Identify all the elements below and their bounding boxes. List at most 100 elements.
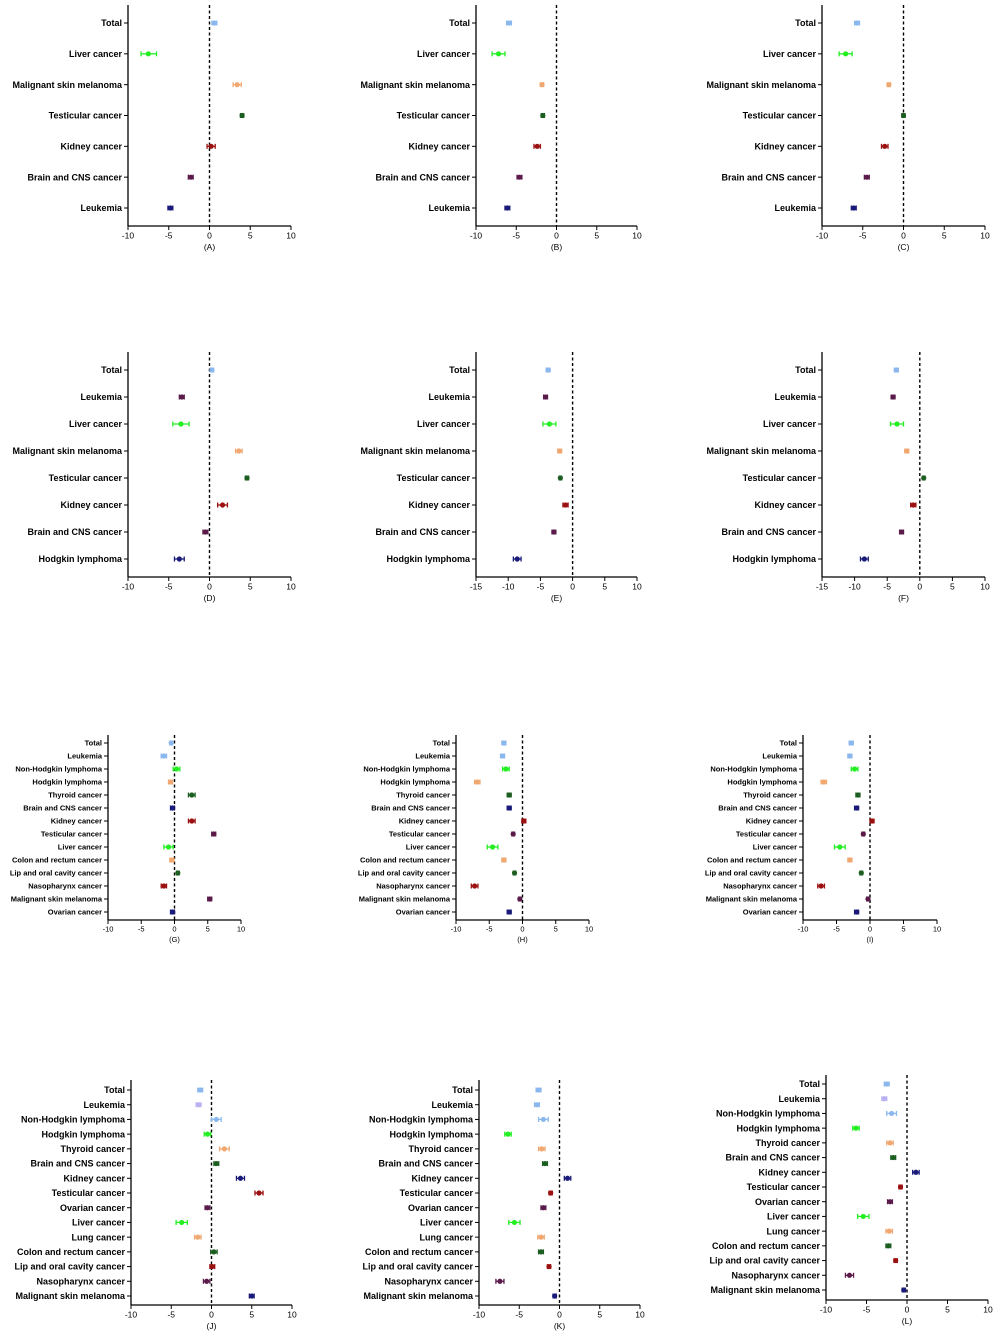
data-point (882, 143, 888, 149)
x-tick-label: 5 (554, 925, 558, 934)
x-tick-label: -10 (103, 925, 114, 934)
x-tick-label: 5 (945, 1305, 950, 1315)
data-point (506, 805, 512, 811)
x-tick-label: -5 (138, 925, 145, 934)
panel-label: (L) (902, 1316, 913, 1326)
category-label: Lip and oral cavity cancer (709, 1256, 820, 1266)
x-tick-label: -10 (125, 1310, 138, 1320)
category-label: Ovarian cancer (408, 1203, 474, 1213)
category-label: Colon and rectum cancer (365, 1247, 474, 1257)
category-label: Lung cancer (766, 1226, 820, 1236)
data-point (853, 1125, 859, 1131)
category-label: Liver cancer (417, 49, 471, 59)
x-tick-label: -5 (859, 231, 867, 241)
data-point (848, 740, 854, 746)
data-point (204, 1131, 211, 1137)
category-label: Testicular cancer (49, 473, 123, 483)
category-label: Total (452, 1085, 473, 1095)
category-label: Hodgkin lymphoma (389, 1129, 473, 1139)
data-point (904, 448, 910, 454)
category-label: Kidney cancer (411, 1173, 473, 1183)
category-label: Leukemia (428, 203, 471, 213)
data-point (236, 448, 242, 454)
data-point (534, 143, 540, 149)
data-point (854, 909, 860, 915)
x-tick-label: -5 (486, 925, 493, 934)
category-label: Non-Hodgkin lymphoma (710, 765, 797, 774)
data-point (846, 1272, 853, 1278)
data-point (540, 112, 546, 119)
category-label: Testicular cancer (400, 1188, 474, 1198)
category-label: Kidney cancer (399, 817, 450, 826)
category-label: Hodgkin lymphoma (41, 1129, 125, 1139)
category-label: Kidney cancer (758, 1167, 820, 1177)
data-point (516, 174, 523, 180)
category-label: Liver cancer (763, 419, 817, 429)
data-point (173, 766, 180, 772)
data-point (474, 779, 480, 785)
data-point (854, 805, 860, 811)
forest-panel: -15 -10 -5 0 5 10 (E) Total Leukemia Liver cancer… (360, 352, 642, 603)
x-tick-label: 0 (207, 231, 212, 241)
category-label: Liver cancer (763, 49, 817, 59)
category-label: Thyroid cancer (396, 791, 450, 800)
data-point (161, 753, 167, 759)
data-point (161, 883, 167, 889)
data-point (538, 1234, 544, 1240)
forest-panel: -10 -5 0 5 10 (B) Total Liver cancer Malignant s… (360, 5, 642, 252)
category-label: Brain and CNS cancer (27, 172, 122, 182)
data-point (539, 1146, 545, 1152)
category-label: Kidney cancer (754, 500, 816, 510)
data-point (818, 883, 824, 889)
category-label: Total (101, 365, 122, 375)
data-point (539, 82, 545, 88)
category-label: Liver cancer (767, 1212, 821, 1222)
x-tick-label: 0 (868, 925, 872, 934)
category-label: Testicular cancer (747, 1182, 821, 1192)
data-point (542, 1160, 548, 1167)
data-point (169, 805, 176, 811)
category-label: Ovarian cancer (60, 1203, 126, 1213)
category-label: Non-Hodgkin lymphoma (21, 1115, 126, 1125)
data-point (514, 556, 520, 562)
data-point (196, 1102, 202, 1108)
category-label: Liver cancer (420, 1218, 474, 1228)
x-tick-label: -15 (816, 582, 829, 592)
data-point (208, 143, 214, 149)
data-point (165, 844, 172, 850)
x-tick-label: 0 (570, 582, 575, 592)
category-label: Malignant skin melanoma (360, 446, 471, 456)
panel-label: (C) (898, 242, 910, 252)
x-tick-label: 5 (942, 231, 947, 241)
data-point (167, 779, 174, 785)
x-tick-label: 5 (901, 925, 905, 934)
x-tick-label: -10 (473, 1310, 486, 1320)
data-point (885, 1243, 891, 1249)
forest-panel: -10 -5 0 5 10 (J) Total Leukemia Non-Hodgkin lym… (14, 1080, 297, 1331)
category-label: Thyroid cancer (743, 791, 797, 800)
category-label: Liver cancer (406, 843, 450, 852)
category-label: Ovarian cancer (743, 908, 797, 917)
data-point (211, 20, 217, 26)
forest-panel: -10 -5 0 5 10 (D) Total Leukemia Liver cancer Mal… (12, 352, 296, 603)
category-label: Leukemia (431, 1100, 474, 1110)
category-label: Liver cancer (417, 419, 471, 429)
data-point (207, 896, 213, 902)
category-label: Non-Hodgkin lymphoma (15, 765, 102, 774)
data-point (517, 896, 523, 902)
category-label: Nasopharynx cancer (28, 882, 102, 891)
x-tick-label: -10 (816, 231, 829, 241)
data-point (179, 394, 185, 400)
forest-panel: -10 -5 0 5 10 (L) Total Leukemia Non-Hodgkin lym… (709, 1075, 993, 1326)
data-point (843, 51, 849, 57)
data-point (886, 82, 892, 88)
data-point (854, 20, 860, 26)
panel-label: (F) (898, 593, 909, 603)
data-point (552, 1293, 558, 1299)
category-label: Ovarian cancer (48, 908, 102, 917)
category-label: Brain and CNS cancer (725, 1153, 820, 1163)
category-label: Kidney cancer (51, 817, 102, 826)
data-point (860, 1213, 866, 1220)
data-point (881, 1096, 887, 1102)
data-point (204, 1278, 210, 1284)
